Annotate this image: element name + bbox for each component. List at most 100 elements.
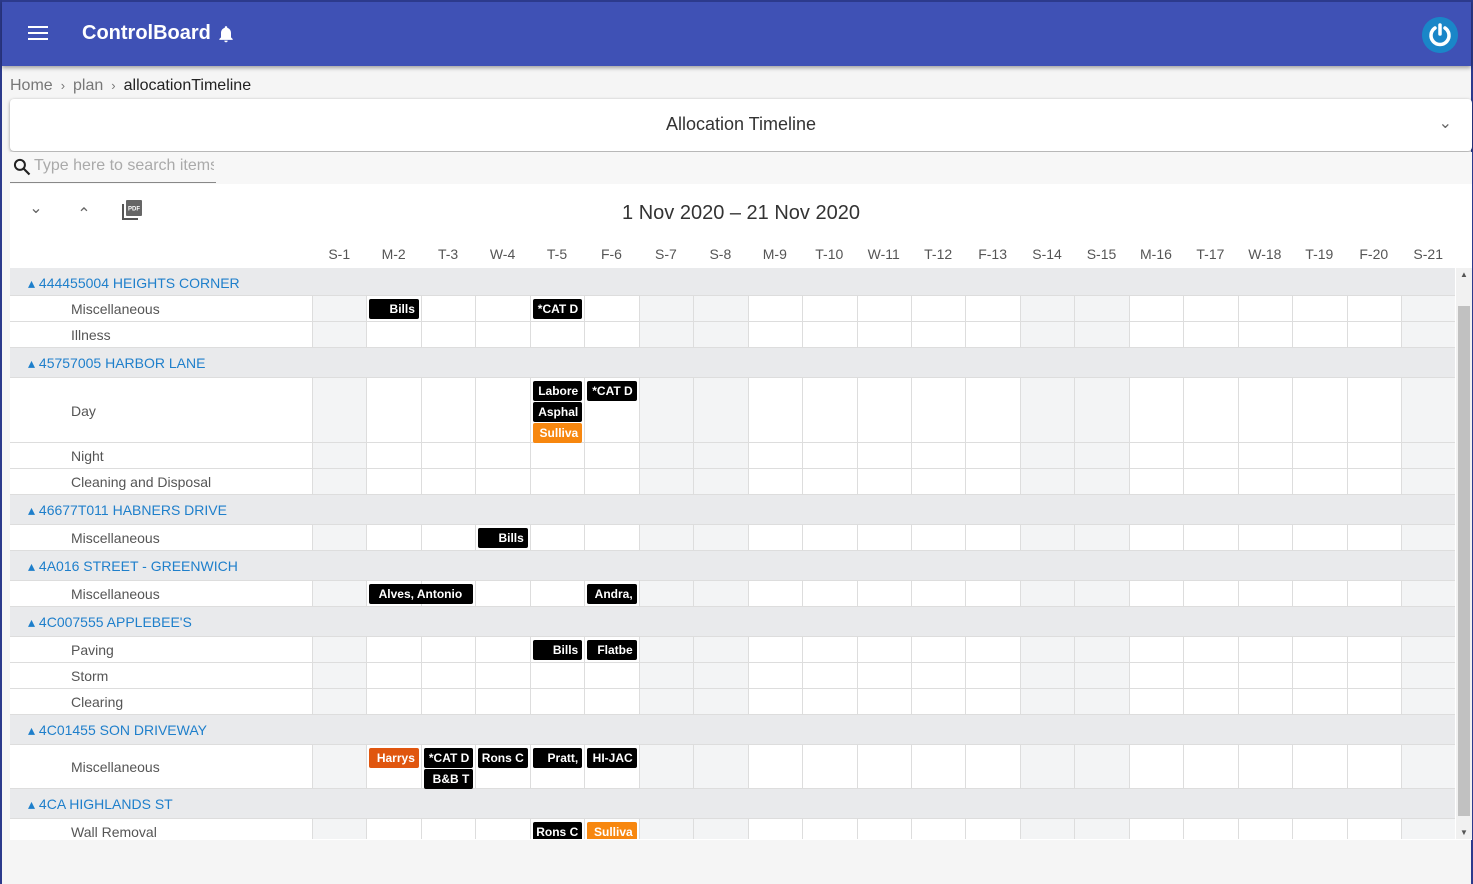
- day-cell[interactable]: [1237, 469, 1292, 494]
- day-cell[interactable]: [529, 581, 584, 606]
- day-cell[interactable]: [638, 581, 694, 606]
- day-cell[interactable]: [1183, 296, 1237, 321]
- day-cell[interactable]: [747, 322, 802, 347]
- day-cell[interactable]: [693, 525, 748, 550]
- day-cell[interactable]: [747, 819, 802, 839]
- day-cell[interactable]: [1128, 378, 1183, 442]
- day-cell[interactable]: [1128, 663, 1183, 688]
- day-cell[interactable]: [747, 469, 802, 494]
- day-cell[interactable]: [965, 296, 1019, 321]
- day-cell[interactable]: [856, 663, 911, 688]
- day-cell[interactable]: [1401, 322, 1455, 347]
- day-cell[interactable]: [1401, 689, 1455, 714]
- day-cell[interactable]: [693, 637, 748, 662]
- day-cell[interactable]: [910, 581, 965, 606]
- day-cell[interactable]: [1292, 637, 1346, 662]
- day-cell[interactable]: [529, 296, 584, 321]
- day-cell[interactable]: [1019, 469, 1075, 494]
- day-cell[interactable]: [910, 469, 965, 494]
- allocation-event[interactable]: Pratt,: [532, 748, 583, 768]
- day-cell[interactable]: [693, 745, 748, 788]
- day-cell[interactable]: [1128, 322, 1183, 347]
- allocation-event[interactable]: Rons C: [532, 822, 583, 839]
- group-title[interactable]: ▴ 4C007555 APPLEBEE'S: [28, 614, 192, 630]
- day-cell[interactable]: [856, 637, 911, 662]
- allocation-timeline-panel[interactable]: Allocation Timeline ⌄: [10, 99, 1472, 151]
- day-cell[interactable]: [312, 469, 367, 494]
- day-cell[interactable]: [1019, 296, 1075, 321]
- day-cell[interactable]: [1074, 819, 1129, 839]
- day-cell[interactable]: [693, 296, 748, 321]
- day-cell[interactable]: [529, 689, 584, 714]
- allocation-event[interactable]: Labore: [532, 381, 583, 401]
- day-cell[interactable]: [475, 443, 529, 468]
- day-cell[interactable]: [1292, 663, 1346, 688]
- day-cell[interactable]: [475, 689, 529, 714]
- day-cell[interactable]: [802, 296, 856, 321]
- day-cell[interactable]: [420, 637, 475, 662]
- day-cell[interactable]: [420, 443, 475, 468]
- day-cell[interactable]: [1183, 689, 1237, 714]
- day-cell[interactable]: [1346, 689, 1401, 714]
- day-cell[interactable]: [584, 469, 638, 494]
- menu-icon[interactable]: [28, 26, 48, 40]
- day-cell[interactable]: [802, 322, 856, 347]
- day-cell[interactable]: [1346, 525, 1401, 550]
- day-cell[interactable]: [1237, 637, 1292, 662]
- allocation-event[interactable]: Bills: [369, 299, 419, 319]
- day-cell[interactable]: [1128, 637, 1183, 662]
- day-cell[interactable]: [1346, 581, 1401, 606]
- day-cell[interactable]: [1292, 443, 1346, 468]
- day-cell[interactable]: [420, 689, 475, 714]
- day-cell[interactable]: [910, 322, 965, 347]
- allocation-event[interactable]: HI-JAC: [587, 748, 637, 768]
- day-cell[interactable]: [802, 689, 856, 714]
- day-cell[interactable]: [584, 378, 638, 442]
- day-cell[interactable]: [1074, 378, 1129, 442]
- day-cell[interactable]: [638, 663, 694, 688]
- day-cell[interactable]: [1346, 296, 1401, 321]
- day-cell[interactable]: [366, 745, 420, 788]
- day-cell[interactable]: [475, 637, 529, 662]
- day-cell[interactable]: [747, 443, 802, 468]
- day-cell[interactable]: [584, 443, 638, 468]
- day-cell[interactable]: [475, 819, 529, 839]
- day-cell[interactable]: [638, 322, 694, 347]
- day-cell[interactable]: [1401, 443, 1455, 468]
- day-cell[interactable]: [856, 689, 911, 714]
- day-cell[interactable]: [910, 637, 965, 662]
- day-cell[interactable]: [1074, 322, 1129, 347]
- day-cell[interactable]: [693, 581, 748, 606]
- day-cell[interactable]: [965, 637, 1019, 662]
- day-cell[interactable]: [1237, 322, 1292, 347]
- breadcrumb-home[interactable]: Home: [10, 77, 53, 94]
- day-cell[interactable]: [693, 443, 748, 468]
- day-cell[interactable]: [1346, 819, 1401, 839]
- day-cell[interactable]: [910, 745, 965, 788]
- day-cell[interactable]: [1183, 378, 1237, 442]
- day-cell[interactable]: [965, 819, 1019, 839]
- day-cell[interactable]: [420, 378, 475, 442]
- day-cell[interactable]: [366, 296, 420, 321]
- day-cell[interactable]: [802, 378, 856, 442]
- day-cell[interactable]: [366, 469, 420, 494]
- day-cell[interactable]: [856, 296, 911, 321]
- day-cell[interactable]: [584, 819, 638, 839]
- allocation-event[interactable]: Flatbe: [587, 640, 637, 660]
- day-cell[interactable]: [747, 525, 802, 550]
- day-cell[interactable]: [1019, 378, 1075, 442]
- day-cell[interactable]: [910, 443, 965, 468]
- group-title[interactable]: ▴ 46677T011 HABNERS DRIVE: [28, 502, 227, 518]
- day-cell[interactable]: [1292, 525, 1346, 550]
- day-cell[interactable]: [1237, 443, 1292, 468]
- day-cell[interactable]: [584, 296, 638, 321]
- day-cell[interactable]: [1074, 637, 1129, 662]
- day-cell[interactable]: [910, 296, 965, 321]
- day-cell[interactable]: [312, 689, 367, 714]
- day-cell[interactable]: [1401, 378, 1455, 442]
- allocation-event[interactable]: Bills: [478, 528, 528, 548]
- day-cell[interactable]: [529, 322, 584, 347]
- search-input[interactable]: [34, 157, 214, 175]
- day-cell[interactable]: [1019, 663, 1075, 688]
- day-cell[interactable]: [1183, 637, 1237, 662]
